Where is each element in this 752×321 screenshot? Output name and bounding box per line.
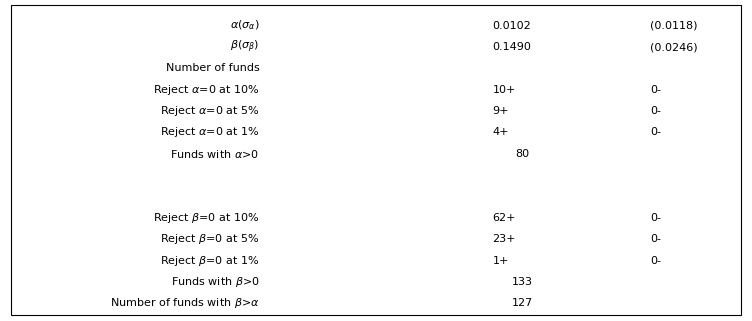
Text: Reject $\alpha$=0 at 10%: Reject $\alpha$=0 at 10% [153,83,259,97]
Text: 0-: 0- [650,234,662,244]
Text: 0.1490: 0.1490 [493,42,532,52]
Text: 0-: 0- [650,85,662,95]
Text: Funds with $\alpha$>0: Funds with $\alpha$>0 [171,148,259,160]
Text: Reject $\alpha$=0 at 1%: Reject $\alpha$=0 at 1% [160,126,259,139]
Text: 62+: 62+ [493,213,516,223]
Text: 0-: 0- [650,213,662,223]
Text: Reject $\beta$=0 at 10%: Reject $\beta$=0 at 10% [153,211,259,225]
Text: 127: 127 [512,298,533,308]
Text: 9+: 9+ [493,106,509,116]
Text: $\beta(\sigma_{\beta})$: $\beta(\sigma_{\beta})$ [230,39,259,55]
Text: $\alpha(\sigma_{\alpha})$: $\alpha(\sigma_{\alpha})$ [230,19,259,32]
Text: 133: 133 [512,277,533,287]
Text: Number of funds with $\beta$>$\alpha$: Number of funds with $\beta$>$\alpha$ [110,296,259,310]
Text: Number of funds: Number of funds [165,64,259,74]
Text: 0-: 0- [650,127,662,137]
Text: Reject $\beta$=0 at 1%: Reject $\beta$=0 at 1% [160,254,259,268]
Text: 0.0102: 0.0102 [493,21,532,31]
Text: 1+: 1+ [493,256,509,265]
Text: 80: 80 [516,149,529,159]
FancyBboxPatch shape [11,5,741,315]
Text: Reject $\alpha$=0 at 5%: Reject $\alpha$=0 at 5% [160,104,259,118]
Text: 0-: 0- [650,256,662,265]
Text: 0-: 0- [650,106,662,116]
Text: 23+: 23+ [493,234,516,244]
Text: Reject $\beta$=0 at 5%: Reject $\beta$=0 at 5% [160,232,259,246]
Text: (0.0246): (0.0246) [650,42,698,52]
Text: (0.0118): (0.0118) [650,21,698,31]
Text: 10+: 10+ [493,85,516,95]
Text: Funds with $\beta$>0: Funds with $\beta$>0 [171,275,259,289]
Text: 4+: 4+ [493,127,509,137]
